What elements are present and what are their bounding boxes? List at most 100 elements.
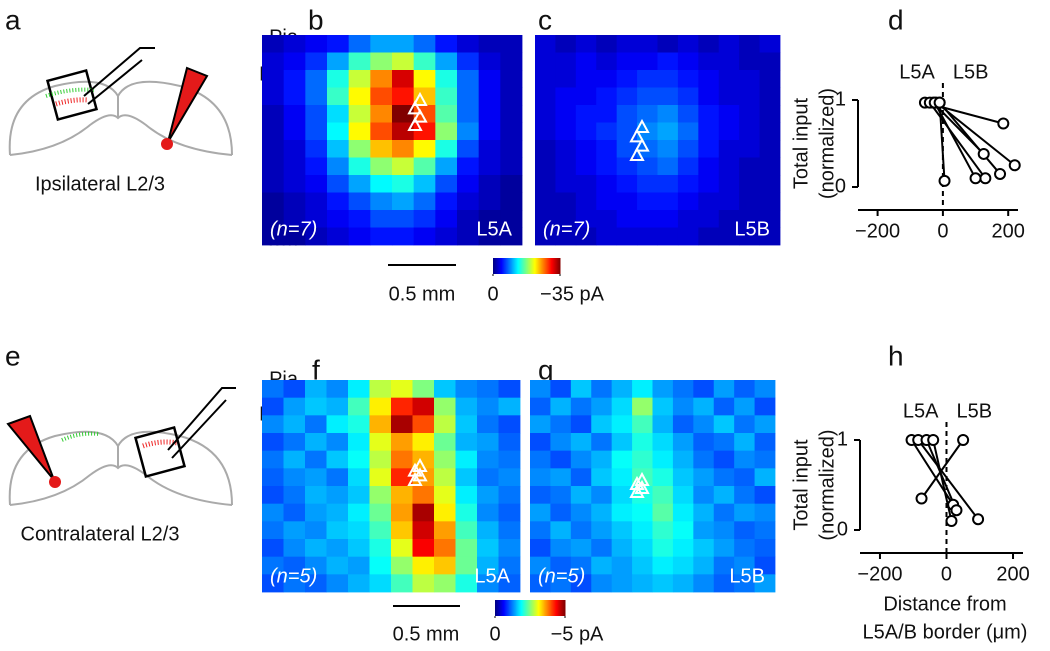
cell-point — [977, 147, 990, 160]
heatmap-cell — [677, 175, 699, 193]
heatmap-cell — [262, 52, 285, 71]
heatmap-cell — [657, 52, 679, 71]
cell-point — [933, 96, 946, 109]
heatmap-cell — [435, 192, 458, 211]
heatmap-cell — [616, 175, 638, 193]
heatmap-cell — [283, 397, 306, 416]
colorbar-step — [557, 258, 560, 274]
colorbar-step — [527, 258, 530, 274]
colorbar-step — [506, 258, 509, 274]
heatmap-cell — [369, 433, 392, 452]
heatmap-cell — [457, 35, 480, 53]
panel-letter: a — [5, 4, 21, 35]
heatmap-cell — [754, 397, 776, 416]
heatmap-cell — [434, 521, 456, 540]
cell-point — [945, 515, 958, 527]
heatmap-cell — [596, 227, 618, 246]
heatmap-cell — [392, 140, 415, 158]
heatmap-cell — [435, 35, 458, 53]
scale-bar-label: 0.5 mm — [389, 283, 456, 305]
heatmap-cell — [305, 140, 328, 158]
cell-point — [938, 174, 951, 187]
panel-letter: f — [312, 354, 320, 385]
schematic-caption: Ipsilateral L2/3 — [35, 173, 165, 195]
heatmap-cell — [262, 380, 284, 399]
colorbar-step — [547, 258, 550, 274]
panel-letter: h — [888, 340, 904, 371]
region-label: L5A — [476, 218, 512, 240]
region-label: L5B — [729, 565, 765, 587]
heatmap-cell — [555, 227, 577, 246]
heatmap-cell — [616, 157, 638, 176]
x-tick-label: 200 — [992, 220, 1025, 242]
heatmap-cell — [434, 486, 456, 505]
heatmap-cell — [616, 105, 638, 123]
colorbar-step — [558, 600, 560, 616]
heatmap-cell — [657, 140, 679, 158]
colorbar-step — [533, 258, 535, 274]
x-axis-label: Distance from — [883, 593, 1006, 615]
region-label: L5B — [956, 400, 992, 422]
heatmap-cell — [455, 433, 478, 452]
colorbar-step — [556, 600, 559, 616]
colorbar-step — [500, 258, 503, 274]
colorbar-step — [509, 600, 511, 616]
heatmap-cell — [632, 415, 653, 434]
x-axis-label: L5A/B border (μm) — [863, 621, 1028, 643]
region-label: L5A — [474, 565, 510, 587]
heatmap-cell — [283, 433, 306, 452]
heatmap-cell — [535, 35, 556, 53]
heatmap-cell — [457, 140, 480, 158]
heatmap-cell — [734, 433, 755, 452]
heatmap-cell — [326, 574, 349, 593]
heatmap-cell — [262, 70, 285, 88]
heatmap-cell — [262, 574, 284, 593]
heatmap-cell — [305, 415, 327, 434]
colorbar-step — [548, 600, 551, 616]
heatmap-cell — [596, 70, 618, 88]
heatmap-cell — [305, 192, 328, 211]
heatmap-cell — [570, 556, 592, 575]
heatmap-cell — [550, 380, 572, 399]
heatmap-cell — [530, 521, 551, 540]
heatmap-cell — [693, 433, 715, 452]
soma-marker — [407, 116, 423, 131]
heatmap-cell — [348, 157, 371, 176]
colorbar-step — [517, 258, 520, 274]
heatmap-cell — [754, 574, 776, 593]
heatmap-cell — [498, 380, 521, 399]
heatmap-cell — [632, 397, 653, 416]
heatmap-cell — [305, 52, 328, 71]
heatmap-cell — [652, 397, 674, 416]
colorbar-tick-label: 0 — [489, 623, 500, 645]
colorbar-step — [496, 258, 498, 274]
heatmap-cell — [555, 87, 577, 106]
heatmap-cell — [616, 70, 638, 88]
heatmap-cell — [611, 503, 633, 522]
heatmap-cell — [370, 175, 393, 193]
heatmap-cell — [434, 574, 456, 593]
heatmap-cell — [759, 105, 781, 123]
heatmap-cell — [305, 503, 327, 522]
heatmap-cell — [455, 486, 478, 505]
heatmap-cell — [305, 87, 328, 106]
heatmap-cell — [713, 539, 735, 558]
heatmap-cell — [550, 397, 572, 416]
heatmap-cell — [591, 556, 613, 575]
heatmap-cell — [498, 486, 521, 505]
heatmap-cell — [457, 122, 480, 141]
heatmap-cell — [392, 227, 415, 246]
heatmap-cell — [754, 468, 776, 487]
colorbar-step — [503, 600, 505, 616]
heatmap-cell — [570, 539, 592, 558]
heatmap-cell — [734, 556, 755, 575]
heatmap-cell — [305, 122, 328, 141]
heatmap-cell — [412, 539, 435, 558]
heatmap-cell — [457, 192, 480, 211]
heatmap-cell — [498, 574, 521, 593]
heatmap-cell — [637, 227, 658, 246]
colorbar-step — [530, 258, 533, 274]
heatmap-cell — [305, 539, 327, 558]
heatmap-cell — [434, 397, 456, 416]
heatmap-cell — [535, 157, 556, 176]
